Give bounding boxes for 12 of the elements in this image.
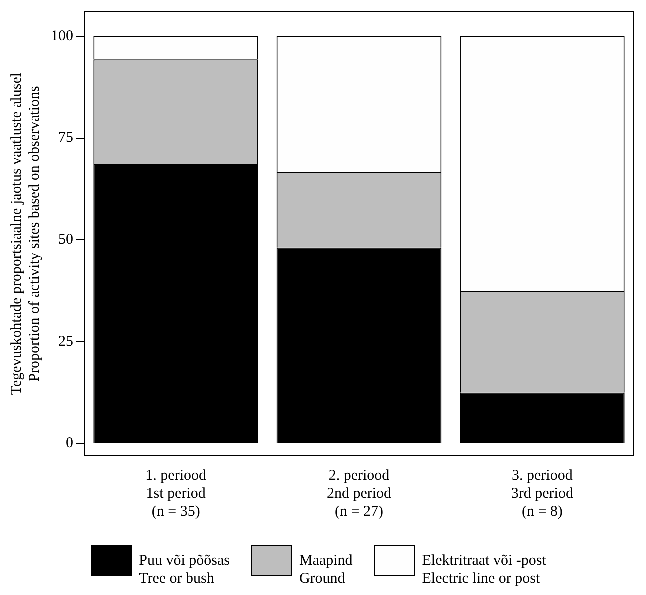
legend-label: Puu või põõsas Tree or bush bbox=[139, 552, 230, 587]
y-tick-label: 50 bbox=[58, 232, 74, 248]
y-axis-title: Tegevuskohtade proportsiaalne jaotus vaatluste alusel Proportion of activity sites based on observations bbox=[8, 72, 43, 396]
y-tick-label: 75 bbox=[58, 130, 74, 146]
y-tick-label: 0 bbox=[66, 436, 74, 452]
legend-label: Elektritraat või -post Electric line or post bbox=[422, 552, 548, 587]
y-tick-label: 25 bbox=[58, 334, 74, 350]
x-tick-label: 1. periood 1st period (n = 35) bbox=[146, 468, 207, 520]
x-tick-label: 2. periood 2nd period (n = 27) bbox=[326, 468, 392, 520]
y-tick-label: 100 bbox=[51, 28, 74, 44]
x-tick-label: 3. periood 3rd period (n = 8) bbox=[511, 468, 574, 520]
legend-label: Maapind Ground bbox=[299, 552, 354, 587]
